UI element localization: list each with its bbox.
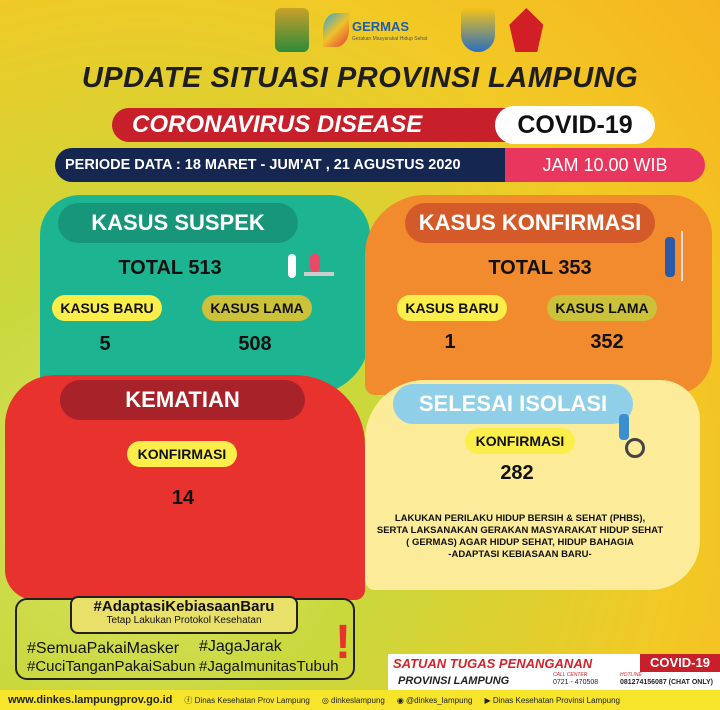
- message-line: -ADAPTASI KEBIASAAN BARU-: [448, 549, 592, 560]
- instagram-text: dinkeslampung: [331, 695, 385, 705]
- hashtag-cuci-tangan: #CuciTanganPakaiSabun: [27, 658, 196, 675]
- kematian-value: 14: [171, 487, 195, 509]
- hashtag-imunitas: #JagaImunitasTubuh: [199, 658, 339, 675]
- hashtag-masker: #SemuaPakaiMasker: [27, 640, 180, 657]
- suspek-lama-value: 508: [238, 333, 272, 355]
- periode-bar: PERIODE DATA : 18 MARET - JUM'AT , 21 AG…: [55, 148, 510, 182]
- time-badge: JAM 10.00 WIB: [505, 148, 705, 182]
- isolasi-panel: SELESAI ISOLASI KONFIRMASI 282 LAKUKAN P…: [365, 380, 700, 590]
- logo-row: GERMAS Gerakan Masyarakat Hidup Sehat: [275, 8, 544, 52]
- instagram-link[interactable]: ◎ dinkeslampung: [322, 696, 385, 705]
- konfirmasi-total: TOTAL 353: [488, 257, 592, 279]
- hashtag-main-box: #AdaptasiKebiasaanBaru Tetap Lakukan Pro…: [70, 596, 298, 634]
- message-line: SERTA LAKSANAKAN GERAKAN MASYARAKAT HIDU…: [376, 525, 664, 536]
- page-title: UPDATE SITUASI PROVINSI LAMPUNG: [81, 62, 639, 94]
- suspek-baru-value: 5: [99, 333, 111, 355]
- satgas-line1: SATUAN TUGAS PENANGANAN: [393, 656, 593, 671]
- konfirmasi-baru-label: KASUS BARU: [397, 295, 507, 321]
- isolasi-title: SELESAI ISOLASI: [393, 384, 633, 424]
- patient-doctor-icon: [280, 250, 336, 284]
- call-center-number: 0721 - 470508: [553, 679, 599, 686]
- kematian-title: KEMATIAN: [60, 380, 305, 420]
- facebook-icon: ⓕ: [184, 695, 195, 705]
- konfirmasi-lama-value: 352: [590, 331, 624, 353]
- germas-subtext: Gerakan Masyarakat Hidup Sehat: [352, 36, 428, 42]
- message-line: LAKUKAN PERILAKU HIDUP BERSIH & SEHAT (P…: [394, 513, 646, 524]
- twitter-icon: ◉: [396, 695, 407, 705]
- military-logo: [509, 8, 544, 52]
- twitter-link[interactable]: ◉ @dinkes_lampung: [397, 696, 473, 705]
- facebook-text: Dinas Kesehatan Prov Lampung: [194, 695, 310, 705]
- youtube-icon: ▶: [484, 695, 493, 705]
- hashtag-main: #AdaptasiKebiasaanBaru: [93, 598, 275, 615]
- youtube-text: Dinas Kesehatan Provinsi Lampung: [492, 695, 620, 705]
- konfirmasi-panel: KASUS KONFIRMASI TOTAL 353 KASUS BARU KA…: [365, 195, 712, 395]
- lampung-province-logo: [275, 8, 309, 52]
- satgas-box: SATUAN TUGAS PENANGANAN COVID-19 PROVINS…: [388, 654, 720, 690]
- call-center-label: CALL CENTER: [553, 672, 588, 678]
- suspek-lama-label: KASUS LAMA: [202, 295, 312, 321]
- footer-bar: www.dinkes.lampungprov.go.id ⓕ Dinas Kes…: [0, 690, 720, 710]
- hashtag-jarak: #JagaJarak: [199, 638, 282, 655]
- disease-banner: CORONAVIRUS DISEASE: [112, 108, 512, 142]
- website-link[interactable]: www.dinkes.lampungprov.go.id: [8, 694, 173, 706]
- phbs-message: LAKUKAN PERILAKU HIDUP BERSIH & SEHAT (P…: [365, 513, 675, 561]
- germas-figure-icon: [323, 13, 349, 47]
- hashtag-subtitle: Tetap Lakukan Protokol Kesehatan: [106, 615, 262, 626]
- exclamation-icon: !: [335, 616, 351, 669]
- konfirmasi-lama-label: KASUS LAMA: [547, 295, 657, 321]
- germas-text: GERMAS: [352, 19, 410, 34]
- suspek-panel: KASUS SUSPEK TOTAL 513 KASUS BARU KASUS …: [40, 195, 370, 395]
- hotline-label: HOTLINE: [620, 672, 642, 678]
- suspek-title: KASUS SUSPEK: [58, 203, 298, 243]
- suspek-baru-label: KASUS BARU: [52, 295, 162, 321]
- isolasi-label: KONFIRMASI: [465, 428, 575, 454]
- police-logo: [461, 8, 496, 52]
- kematian-panel: KEMATIAN KONFIRMASI 14: [5, 375, 365, 600]
- konfirmasi-baru-value: 1: [444, 331, 456, 353]
- satgas-line2: PROVINSI LAMPUNG: [398, 675, 510, 687]
- youtube-link[interactable]: ▶ Dinas Kesehatan Provinsi Lampung: [484, 696, 620, 705]
- hotline-number: 081274156087 (CHAT ONLY): [620, 679, 713, 686]
- message-line: ( GERMAS) AGAR HIDUP SEHAT, HIDUP BAHAGI…: [406, 537, 634, 548]
- germas-logo: GERMAS Gerakan Masyarakat Hidup Sehat: [323, 13, 427, 47]
- suspek-total: TOTAL 513: [118, 257, 222, 279]
- konfirmasi-title: KASUS KONFIRMASI: [405, 203, 655, 243]
- hashtag-box: #SemuaPakaiMasker #JagaJarak #CuciTangan…: [15, 598, 355, 680]
- covid-label: COVID-19: [495, 106, 655, 144]
- satgas-covid: COVID-19: [640, 654, 720, 672]
- instagram-icon: ◎: [321, 695, 332, 705]
- facebook-link[interactable]: ⓕ Dinas Kesehatan Prov Lampung: [184, 695, 309, 706]
- patient-iv-icon: [663, 231, 689, 283]
- kematian-label: KONFIRMASI: [127, 441, 237, 467]
- wheelchair-icon: [615, 410, 651, 460]
- isolasi-value: 282: [500, 462, 534, 484]
- twitter-text: @dinkes_lampung: [406, 695, 473, 705]
